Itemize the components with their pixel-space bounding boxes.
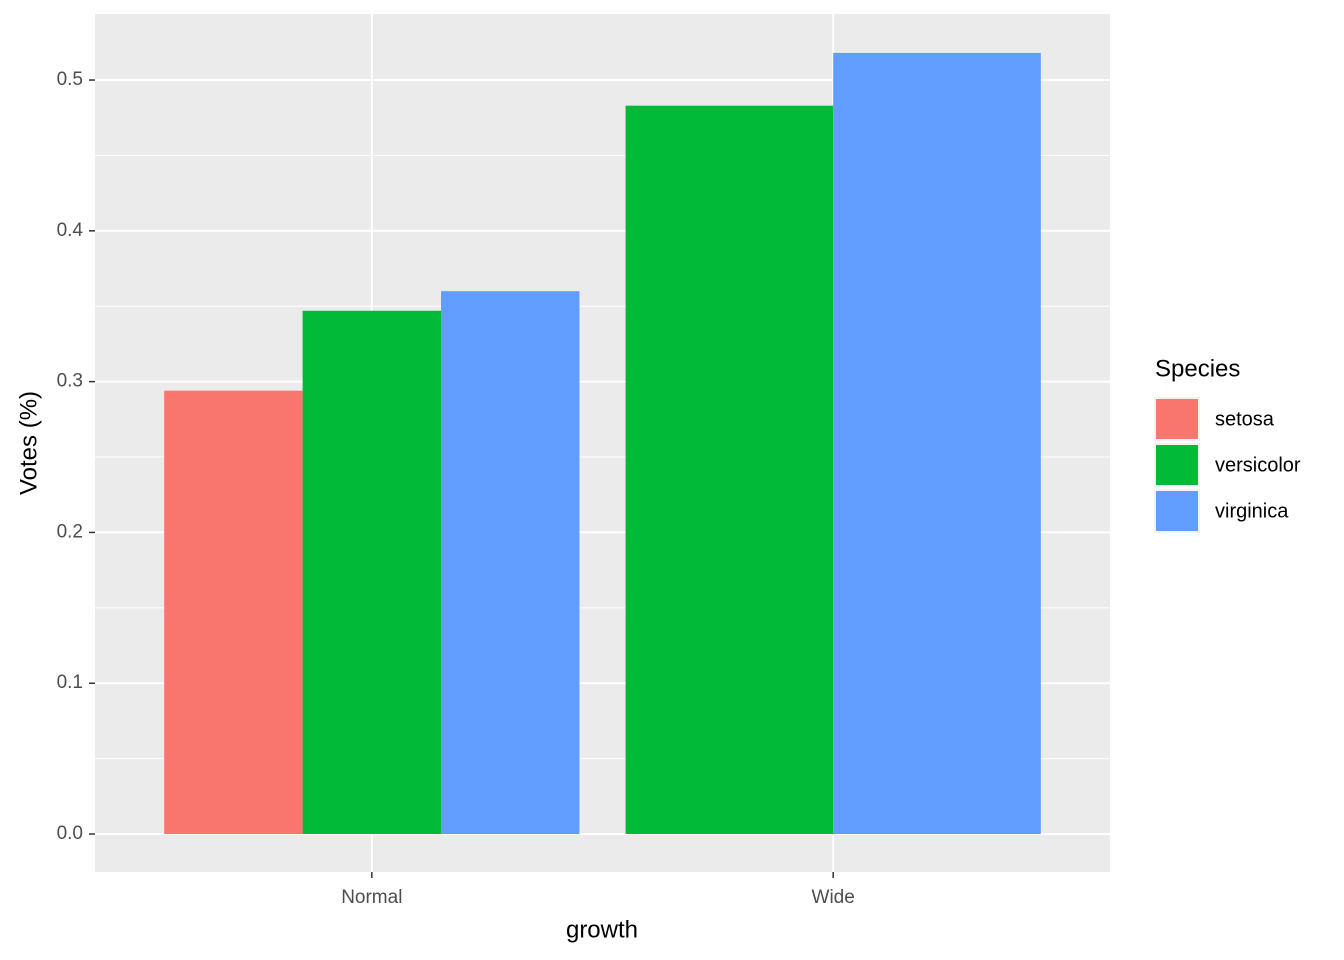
x-tick-label: Normal: [341, 887, 402, 908]
y-tick-label: 0.0: [57, 823, 83, 844]
bar: [625, 105, 834, 835]
x-tick-label: Wide: [812, 887, 855, 908]
y-tick-label: 0.4: [57, 220, 84, 241]
bar: [833, 52, 1041, 835]
y-tick-label: 0.1: [57, 672, 83, 693]
legend-label: setosa: [1215, 408, 1275, 430]
y-tick-label: 0.2: [57, 521, 83, 542]
legend-title: Species: [1155, 355, 1240, 382]
legend-key: [1154, 443, 1200, 487]
bar: [441, 291, 580, 835]
legend-key: [1154, 397, 1200, 441]
bar: [164, 390, 303, 835]
y-axis-title: Votes (%): [15, 391, 42, 495]
y-tick-label: 0.5: [57, 69, 83, 90]
legend-key: [1154, 489, 1200, 533]
legend-label: virginica: [1215, 500, 1289, 522]
y-tick-label: 0.3: [57, 371, 83, 392]
legend-label: versicolor: [1215, 454, 1301, 476]
bar: [302, 310, 442, 835]
x-axis-title: growth: [566, 916, 638, 943]
